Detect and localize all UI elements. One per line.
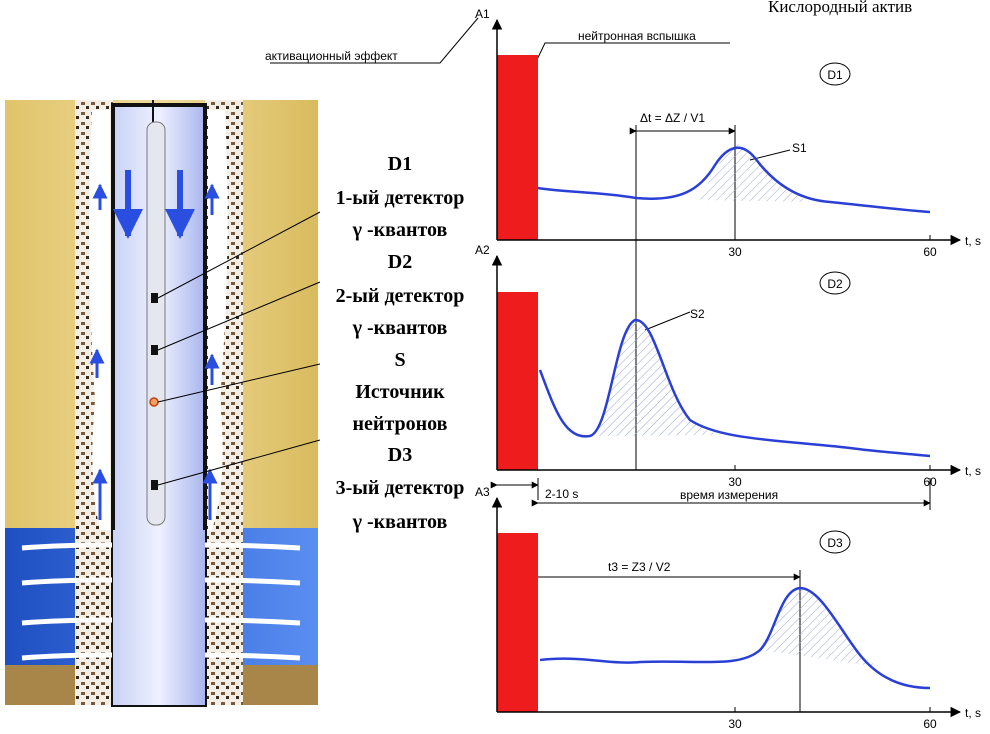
x-axis-label: t, s: [965, 706, 981, 720]
delay-label: 2-10 s: [545, 487, 578, 501]
neutron-flash: [497, 533, 538, 712]
curve: [540, 588, 930, 688]
t3-label: t3 = Z3 / V2: [608, 560, 671, 574]
well-label: D3: [388, 444, 412, 466]
well-label: D1: [388, 153, 412, 175]
well-labels: D1 1-ый детектор γ -квантов D2 2-ый детектор…: [336, 153, 465, 533]
tick-label: 60: [923, 245, 937, 259]
detector-label: D2: [827, 277, 843, 291]
well-label: S: [394, 349, 405, 371]
charts: A1 t, s 30 60 D1 S1 A2 t, s 30 60 D2 S2 A3 t, s 30 60 D3: [475, 7, 981, 731]
axis-label: A3: [475, 485, 490, 499]
tick-label: 30: [728, 475, 742, 489]
well-label: нейтронов: [353, 413, 448, 435]
well-label: 3-ый детектор: [336, 477, 465, 499]
detector-label: D1: [827, 68, 843, 82]
peak-label: S2: [690, 307, 705, 321]
dt-label: Δt = ΔZ / V1: [640, 111, 705, 125]
neutron-flash: [497, 292, 538, 470]
detector-label: D3: [827, 536, 843, 550]
well-illustration: [5, 100, 320, 705]
axis-label: A1: [475, 7, 490, 21]
x-axis-label: t, s: [965, 234, 981, 248]
well-label: γ -квантов: [352, 317, 448, 339]
neutron-flash: [497, 55, 538, 240]
axis-label: A2: [475, 243, 490, 257]
activation-label: активационный эффект: [265, 49, 398, 63]
tick-label: 60: [923, 475, 937, 489]
tick-label: 30: [728, 245, 742, 259]
tick-label: 60: [923, 717, 937, 731]
annotation-lines: [270, 18, 930, 712]
well-label: γ -квантов: [352, 219, 448, 241]
x-axis-label: t, s: [965, 464, 981, 478]
well-label: Источник: [355, 381, 445, 403]
tick-label: 30: [728, 717, 742, 731]
measure-label: время измерения: [680, 488, 778, 502]
peak-area: [590, 320, 720, 436]
well-label: γ -квантов: [352, 511, 448, 533]
well-label: 2-ый детектор: [336, 285, 465, 307]
flash-label: нейтронная вспышка: [578, 29, 696, 43]
well-label: D2: [388, 251, 412, 273]
page: D1 1-ый детектор γ -квантов D2 2-ый детектор…: [0, 0, 990, 734]
title: Кислородный актив: [768, 0, 912, 16]
well-label: 1-ый детектор: [336, 187, 465, 209]
peak-label: S1: [792, 141, 807, 155]
